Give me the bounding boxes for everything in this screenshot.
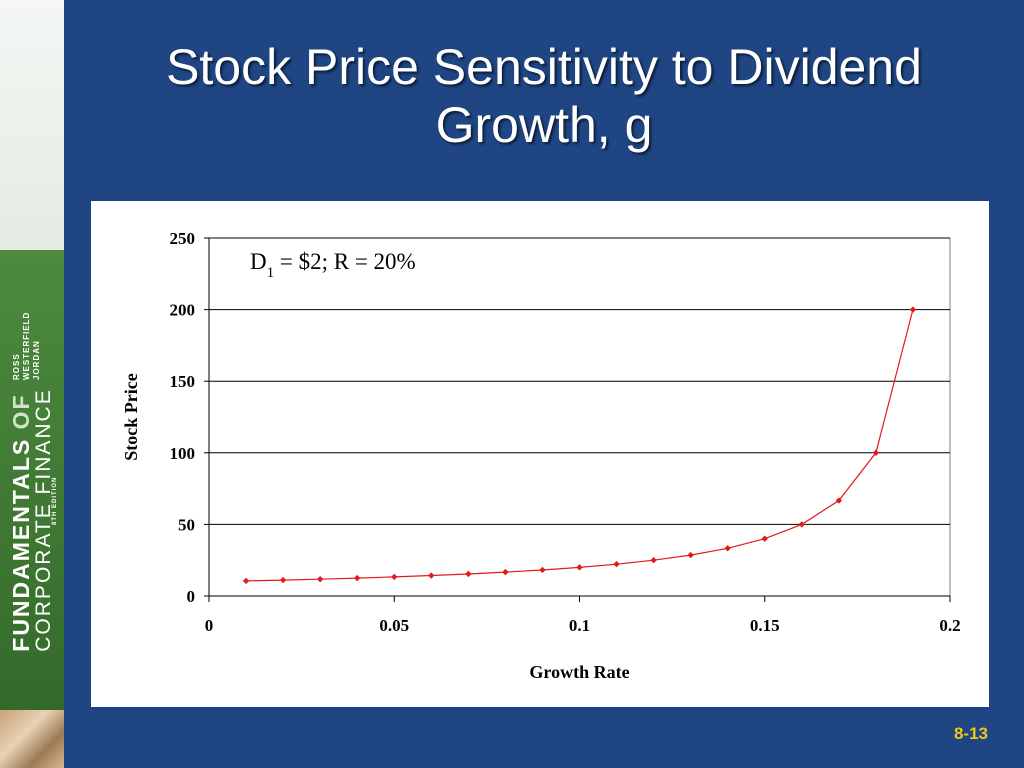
x-tick-label: 0.2 bbox=[939, 616, 960, 635]
data-point bbox=[724, 545, 731, 552]
y-tick-label: 100 bbox=[170, 444, 196, 463]
chart-panel: 0 50 100 150 200 250 0 0.05 0.1 0.15 0.2 Growth Rat… bbox=[91, 201, 989, 707]
book-edition: 8TH EDITION bbox=[52, 476, 58, 525]
data-point bbox=[502, 568, 509, 576]
sidebar-book-cover: FUNDAMENTALS OF CORPORATE FINANCE ROSS W… bbox=[0, 0, 64, 768]
data-point bbox=[798, 521, 805, 528]
author-westerfield: WESTERFIELD bbox=[22, 311, 31, 380]
brand-word-fundamentals: FUNDAMENTALS bbox=[8, 429, 34, 652]
brand-word-of: OF bbox=[8, 393, 34, 430]
y-tick-label: 150 bbox=[170, 372, 196, 391]
data-point bbox=[613, 560, 620, 568]
chart-annotation: D1 = $2; R = 20% bbox=[250, 249, 416, 281]
data-point bbox=[354, 574, 361, 582]
slide-title-line2: Growth, g bbox=[435, 97, 653, 153]
author-jordan: JORDAN bbox=[32, 340, 41, 380]
book-brand-logo: FUNDAMENTALS OF CORPORATE FINANCE bbox=[8, 388, 55, 652]
y-tick-label: 50 bbox=[178, 515, 195, 534]
sidebar-green-band bbox=[0, 250, 64, 710]
x-tick-label: 0.05 bbox=[379, 616, 409, 635]
page-number: 8-13 bbox=[953, 724, 988, 743]
data-point bbox=[465, 570, 472, 578]
x-tick-label: 0.1 bbox=[569, 616, 590, 635]
data-point bbox=[576, 564, 583, 571]
data-point bbox=[316, 575, 324, 583]
x-tick-label: 0 bbox=[205, 616, 214, 635]
slide-title-line1: Stock Price Sensitivity to Dividend bbox=[166, 39, 922, 95]
author-ross: ROSS bbox=[12, 353, 21, 380]
y-axis-label: Stock Price bbox=[121, 373, 141, 460]
plot-area bbox=[208, 237, 951, 597]
y-tick-label: 250 bbox=[170, 229, 196, 248]
y-tick-label: 0 bbox=[187, 587, 196, 606]
book-authors: ROSS WESTERFIELD JORDAN bbox=[12, 312, 42, 380]
x-axis-label: Growth Rate bbox=[529, 662, 629, 682]
data-point bbox=[909, 306, 917, 313]
growth-price-chart: 0 50 100 150 200 250 0 0.05 0.1 0.15 0.2 Growth Rat… bbox=[121, 229, 961, 682]
sidebar-top-panel bbox=[0, 0, 64, 250]
slide-title: Stock Price Sensitivity to Dividend Grow… bbox=[64, 38, 1024, 154]
data-point bbox=[428, 572, 435, 579]
data-point bbox=[242, 577, 250, 585]
data-point bbox=[279, 576, 287, 584]
cover-image bbox=[0, 710, 64, 768]
x-tick-label: 0.15 bbox=[750, 616, 780, 635]
data-point bbox=[687, 551, 694, 559]
y-tick-label: 200 bbox=[170, 301, 196, 320]
data-point bbox=[872, 449, 880, 456]
data-point bbox=[835, 497, 843, 504]
